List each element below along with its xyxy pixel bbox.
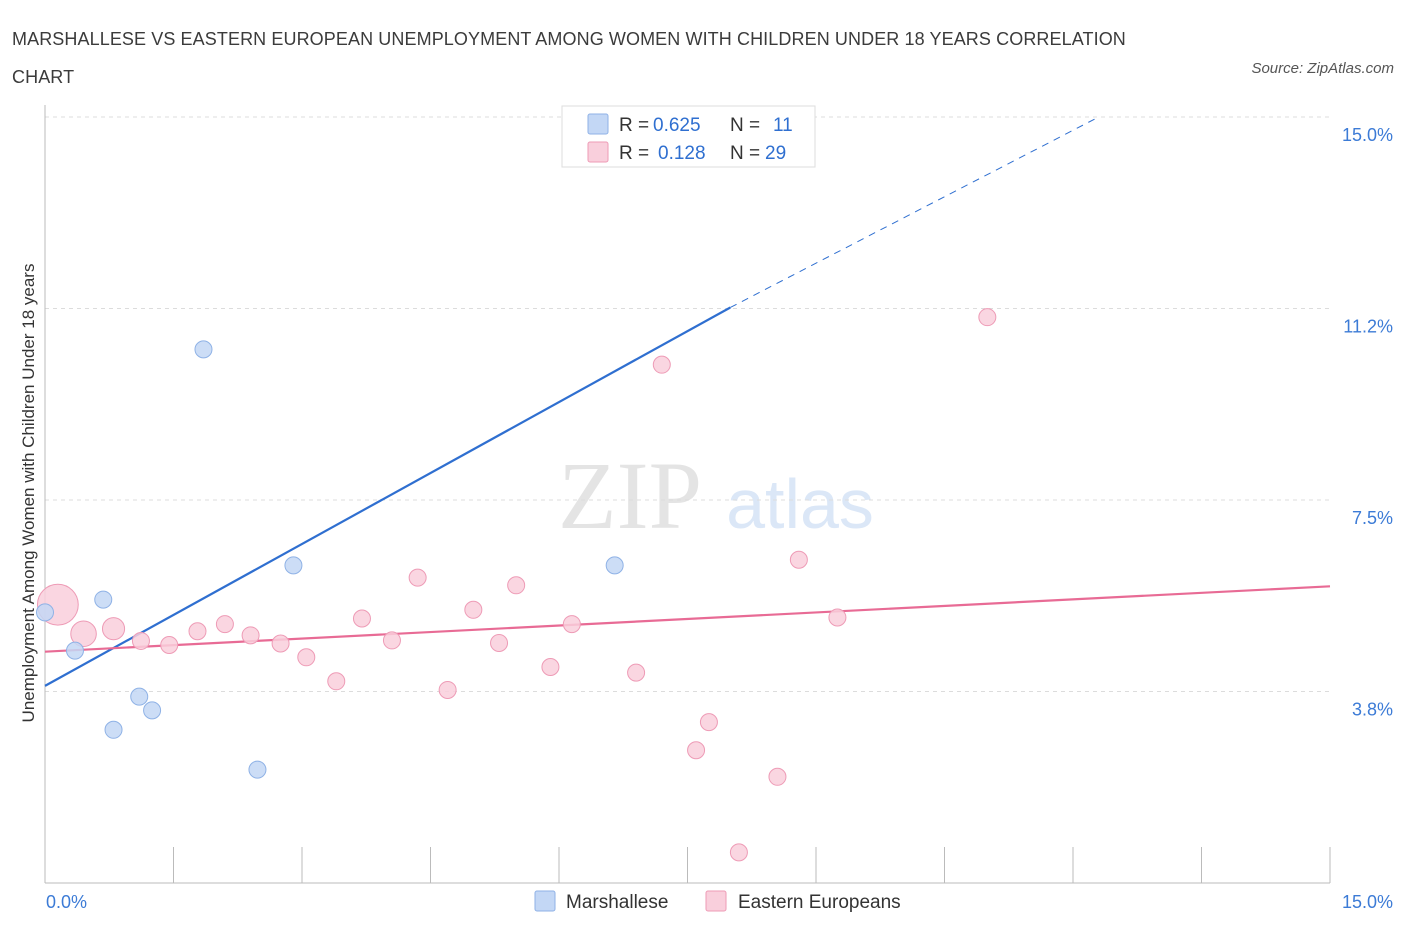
point-eastern-europeans bbox=[131, 631, 150, 650]
point-eastern-europeans bbox=[408, 568, 427, 587]
point-eastern-europeans bbox=[160, 636, 179, 655]
point-marshallese bbox=[36, 603, 54, 622]
stats-legend-r-value: 0.128 bbox=[658, 143, 706, 164]
point-eastern-europeans bbox=[327, 672, 346, 691]
stats-legend-n-value: 29 bbox=[765, 143, 786, 164]
chart-source: Source: ZipAtlas.com bbox=[1251, 60, 1394, 77]
point-marshallese bbox=[104, 720, 123, 739]
point-marshallese bbox=[248, 760, 267, 779]
series-legend-label-marshallese: Marshallese bbox=[566, 892, 668, 913]
point-eastern-europeans bbox=[438, 680, 457, 699]
point-eastern-europeans bbox=[978, 308, 997, 327]
stats-legend-n-label: N = bbox=[730, 143, 760, 164]
point-eastern-europeans bbox=[627, 663, 646, 682]
point-eastern-europeans bbox=[687, 741, 706, 760]
point-eastern-europeans bbox=[729, 843, 748, 862]
trend-line-marshallese bbox=[44, 306, 731, 687]
point-marshallese bbox=[130, 687, 149, 706]
point-marshallese bbox=[605, 556, 624, 575]
point-eastern-europeans bbox=[297, 648, 316, 667]
point-eastern-europeans bbox=[652, 355, 671, 374]
x-tick-label: 0.0% bbox=[46, 892, 87, 912]
point-eastern-europeans bbox=[768, 767, 787, 786]
series-legend-label-eastern-europeans: Eastern Europeans bbox=[738, 892, 901, 913]
point-eastern-europeans bbox=[828, 608, 847, 627]
series-legend-swatch-marshallese bbox=[534, 890, 556, 912]
x-tick-label: 15.0% bbox=[1342, 892, 1393, 912]
point-eastern-europeans bbox=[241, 626, 260, 645]
trend-line-eastern-europeans bbox=[44, 585, 1331, 653]
watermark-atlas: atlas bbox=[726, 465, 874, 543]
tick-labels: 3.8% 7.5% 11.2% 15.0% 0.0% 15.0% bbox=[46, 125, 1393, 912]
watermark: ZIP atlas bbox=[558, 442, 874, 549]
y-axis-label: Unemployment Among Women with Children U… bbox=[19, 264, 38, 723]
stats-legend-r-value: 0.625 bbox=[653, 115, 701, 136]
point-eastern-europeans bbox=[352, 609, 371, 628]
stats-legend-r-label: R = bbox=[619, 115, 649, 136]
trend-line-marshallese-extension bbox=[730, 116, 1099, 308]
point-eastern-europeans bbox=[464, 600, 483, 619]
stats-legend-swatch-marshallese bbox=[587, 113, 609, 135]
point-eastern-europeans bbox=[101, 617, 126, 641]
point-eastern-europeans bbox=[699, 713, 718, 732]
grid bbox=[45, 116, 1330, 692]
series-legend-swatch-eastern-europeans bbox=[705, 890, 727, 912]
y-tick-label: 11.2% bbox=[1343, 317, 1393, 337]
axes bbox=[44, 105, 1331, 884]
point-eastern-europeans bbox=[507, 576, 526, 595]
point-eastern-europeans bbox=[490, 633, 509, 652]
stats-legend-n-value: 11 bbox=[773, 115, 793, 136]
point-marshallese bbox=[194, 340, 213, 359]
point-eastern-europeans bbox=[382, 631, 401, 650]
stats-legend-swatch-eastern-europeans bbox=[587, 141, 609, 163]
point-eastern-europeans bbox=[215, 615, 234, 634]
chart-title: MARSHALLESE VS EASTERN EUROPEAN UNEMPLOY… bbox=[12, 29, 1126, 87]
trend-lines bbox=[44, 116, 1331, 687]
point-eastern-europeans bbox=[188, 622, 207, 641]
point-eastern-europeans bbox=[70, 620, 97, 648]
stats-legend-n-label: N = bbox=[730, 115, 760, 136]
point-eastern-europeans bbox=[789, 550, 808, 569]
stats-legend: R = 0.625 N = 11 R = 0.128 N = 29 bbox=[561, 105, 816, 168]
point-marshallese bbox=[284, 556, 303, 575]
point-eastern-europeans bbox=[541, 657, 560, 676]
series-legend: Marshallese Eastern Europeans bbox=[534, 890, 901, 913]
y-tick-label: 3.8% bbox=[1352, 700, 1393, 720]
y-tick-label: 15.0% bbox=[1342, 125, 1393, 145]
data-points bbox=[36, 308, 997, 862]
stats-legend-r-label: R = bbox=[619, 143, 649, 164]
point-marshallese bbox=[143, 701, 162, 720]
point-eastern-europeans bbox=[271, 634, 290, 653]
point-eastern-europeans bbox=[562, 615, 581, 634]
y-tick-label: 7.5% bbox=[1352, 508, 1393, 528]
point-marshallese bbox=[65, 641, 84, 660]
point-marshallese bbox=[94, 590, 113, 609]
watermark-zip: ZIP bbox=[558, 442, 702, 549]
